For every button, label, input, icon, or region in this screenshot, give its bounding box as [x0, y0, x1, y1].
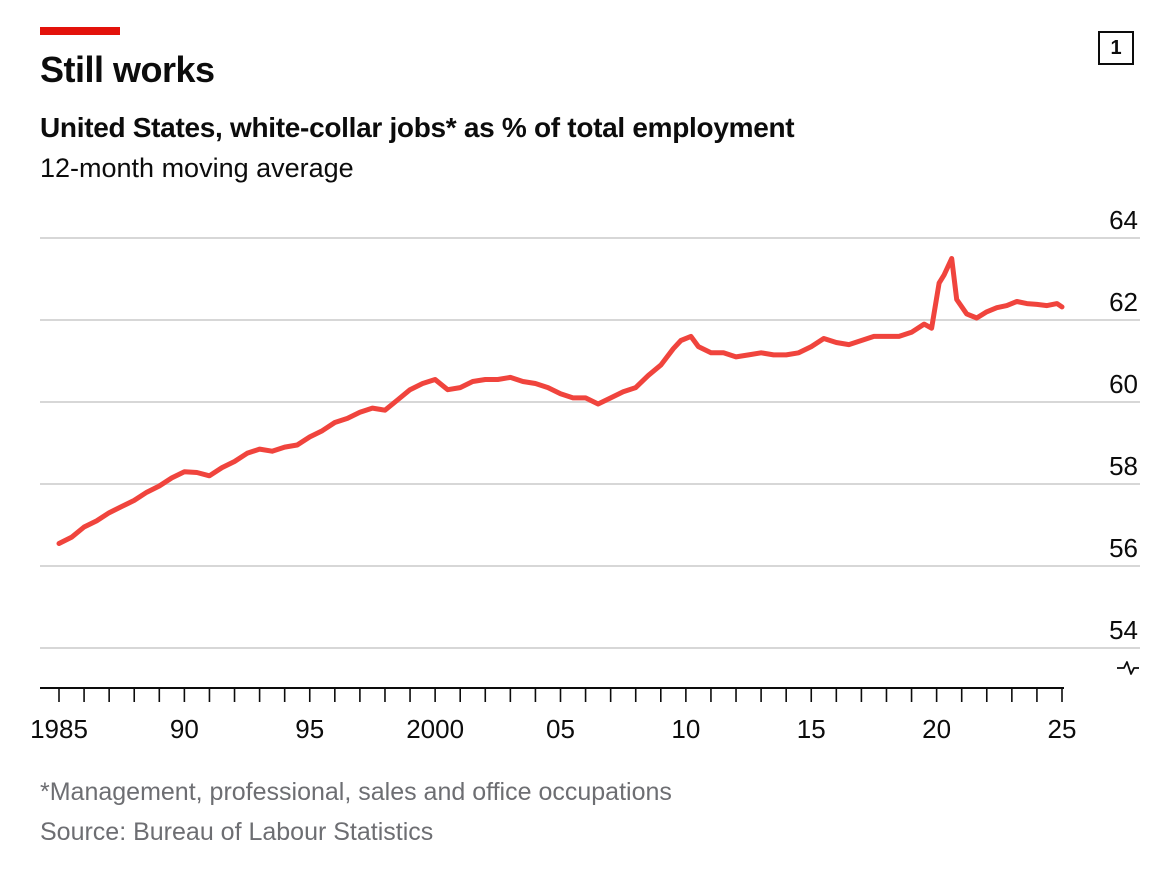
y-tick-label-62: 62 — [1109, 287, 1138, 317]
x-tick-label-90: 90 — [170, 714, 199, 744]
y-tick-label-64: 64 — [1109, 205, 1138, 235]
series-line-0 — [56, 256, 1065, 546]
source-note: Source: Bureau of Labour Statistics — [40, 818, 434, 846]
y-tick-label-60: 60 — [1109, 369, 1138, 399]
x-axis: 1985 90 95 2000 05 10 15 20 25 — [30, 687, 1077, 744]
x-tick-label-20: 20 — [922, 714, 951, 744]
series-layer — [56, 256, 1065, 546]
chart-title: United States, white-collar jobs* as % o… — [40, 112, 795, 143]
y-axis-ticks: 64 62 60 58 56 54 — [1109, 205, 1139, 675]
y-tick-label-58: 58 — [1109, 451, 1138, 481]
headline: Still works — [40, 49, 215, 90]
x-tick-label-2000: 2000 — [406, 714, 464, 744]
x-tick-label-25: 25 — [1048, 714, 1077, 744]
x-tick-label-05: 05 — [546, 714, 575, 744]
y-tick-label-54: 54 — [1109, 615, 1138, 645]
axis-break-icon — [1117, 661, 1139, 675]
y-tick-label-56: 56 — [1109, 533, 1138, 563]
chart-subtitle: 12-month moving average — [40, 153, 354, 183]
x-tick-label-1985: 1985 — [30, 714, 88, 744]
accent-bar — [40, 27, 120, 35]
x-tick-label-95: 95 — [295, 714, 324, 744]
x-tick-label-15: 15 — [797, 714, 826, 744]
chart-number-badge: 1 — [1098, 31, 1134, 65]
x-tick-label-10: 10 — [671, 714, 700, 744]
gridlines — [40, 237, 1140, 649]
footnote: *Management, professional, sales and off… — [40, 778, 672, 806]
